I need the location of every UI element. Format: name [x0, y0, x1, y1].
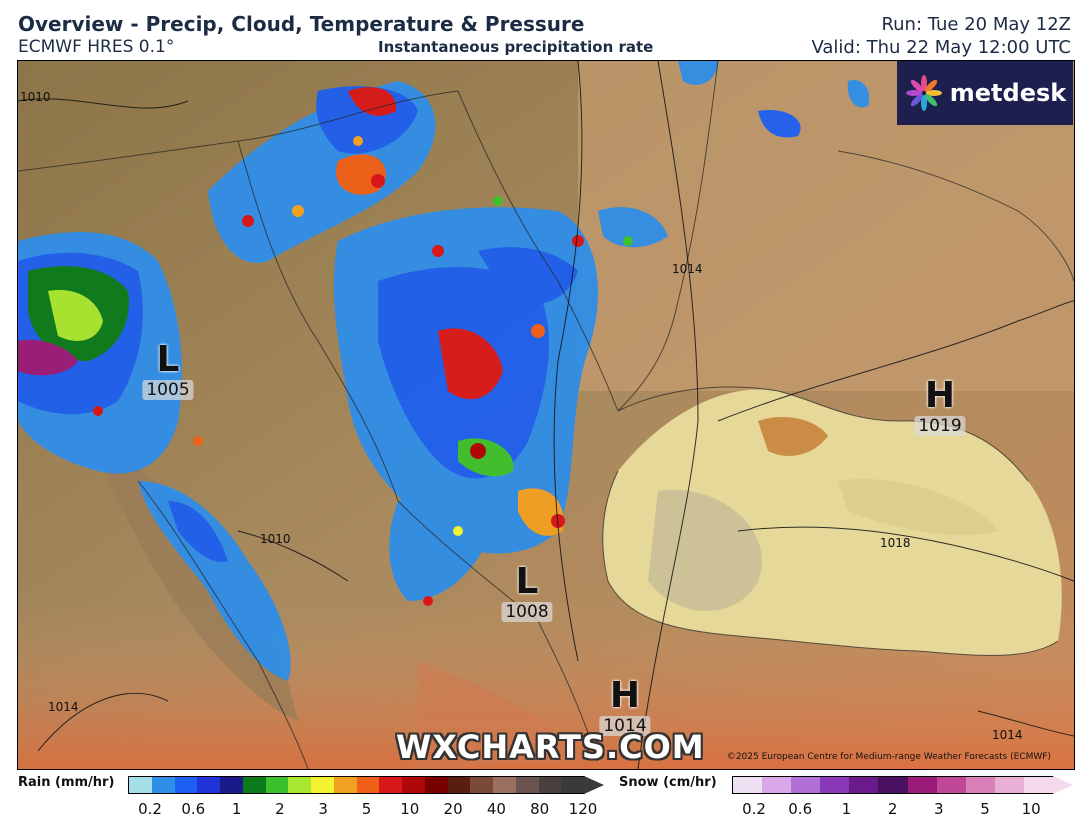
rain-legend-swatch [356, 777, 380, 793]
isobar-label: 1010 [260, 532, 291, 546]
rain-legend-tick-label: 5 [361, 800, 372, 818]
pressure-value: 1019 [914, 416, 966, 436]
rain-legend-swatch [470, 777, 493, 793]
model-name: ECMWF HRES 0.1° [18, 37, 175, 57]
rain-legend-swatch [288, 777, 311, 793]
rain-legend-label: Rain (mm/hr) [18, 775, 115, 790]
rain-legend-swatch [242, 777, 266, 793]
snow-legend-swatch [907, 777, 937, 793]
snow-legend-tick-label: 10 [1021, 800, 1041, 818]
isobar-label: 1010 [20, 90, 51, 104]
snow-colorbar-arrow [1053, 776, 1073, 794]
pressure-value: 1008 [501, 602, 553, 622]
metdesk-flower-icon [905, 75, 942, 111]
rain-legend-tick-label: 120 [568, 800, 598, 818]
rain-colorbar-arrow [584, 776, 604, 794]
rain-legend-swatch [151, 777, 175, 793]
rain-legend-swatch [129, 777, 152, 793]
snow-legend-swatch [849, 777, 879, 793]
rain-legend-swatch [197, 777, 220, 793]
isobar-label: 1014 [48, 700, 79, 714]
rain-legend-swatch [174, 777, 198, 793]
rain-legend-tick-label: 20 [443, 800, 463, 818]
pressure-value: 1014 [599, 716, 651, 736]
high-pressure-symbol: H [609, 675, 641, 716]
run-time: Run: Tue 20 May 12Z [881, 14, 1071, 35]
low-pressure-symbol: L [515, 561, 539, 602]
rain-legend-swatch [538, 777, 562, 793]
rain-legend-swatch [379, 777, 402, 793]
high-pressure-marker: H 1014 [599, 675, 651, 736]
rain-colorbar [128, 776, 585, 794]
rain-legend-swatch [424, 777, 448, 793]
rain-legend-swatch [333, 777, 357, 793]
low-pressure-symbol: L [156, 339, 180, 380]
rain-legend-tick-label: 40 [486, 800, 506, 818]
snow-legend-tick-label: 5 [980, 800, 990, 818]
forecast-map[interactable] [17, 60, 1075, 770]
rain-legend-swatch [493, 777, 516, 793]
rain-legend-swatch [561, 777, 584, 793]
snow-legend-label: Snow (cm/hr) [619, 775, 717, 790]
snow-legend-tick-label: 0.6 [788, 800, 813, 818]
rain-legend-swatch [265, 777, 289, 793]
snow-legend-tick-label: 1 [841, 800, 852, 818]
rain-legend-swatch [515, 777, 539, 793]
logo-text: metdesk [949, 79, 1067, 107]
watermark: WXCHARTS.COM [396, 728, 705, 766]
high-pressure-symbol: H [924, 375, 956, 416]
snow-legend-tick-label: 0.2 [742, 800, 766, 818]
rain-legend-tick-label: 1 [231, 800, 242, 818]
rain-legend-tick-label: 80 [530, 800, 550, 818]
snow-legend-swatch [936, 777, 966, 793]
snow-legend-swatch [994, 777, 1024, 793]
isobar-label: 1014 [992, 728, 1023, 742]
snow-legend-swatch [965, 777, 995, 793]
snow-legend-tick-label: 3 [934, 800, 944, 818]
valid-time: Valid: Thu 22 May 12:00 UTC [811, 37, 1071, 58]
snow-legend-swatch [733, 777, 763, 793]
snow-legend-swatch [791, 777, 821, 793]
snow-colorbar [732, 776, 1054, 794]
snow-legend-tick-label: 2 [887, 800, 898, 818]
rain-legend-tick-label: 0.2 [138, 800, 162, 818]
rain-legend-tick-label: 0.6 [181, 800, 206, 818]
rain-legend-swatch [447, 777, 471, 793]
rain-legend-tick-label: 3 [318, 800, 328, 818]
metdesk-logo[interactable]: metdesk [897, 61, 1073, 125]
low-pressure-marker: L 1008 [501, 561, 553, 622]
isobar-label: 1018 [880, 536, 911, 550]
rain-legend-tick-label: 2 [275, 800, 285, 818]
snow-legend-swatch [762, 777, 792, 793]
chart-title: Overview - Precip, Cloud, Temperature & … [18, 12, 585, 36]
convective-cells [93, 136, 633, 606]
isobar-label: 1014 [672, 262, 703, 276]
copyright-notice: ©2025 European Centre for Medium-range W… [726, 752, 1051, 762]
rain-legend-swatch [311, 777, 334, 793]
snow-legend-swatch [1023, 777, 1054, 793]
rain-legend-swatch [402, 777, 425, 793]
high-pressure-marker: H 1019 [914, 375, 966, 436]
rain-legend-swatch [220, 777, 243, 793]
low-pressure-marker: L 1005 [142, 339, 194, 400]
snow-legend-swatch [878, 777, 908, 793]
pressure-value: 1005 [142, 380, 194, 400]
field-name: Instantaneous precipitation rate [378, 38, 654, 56]
snow-legend-swatch [820, 777, 850, 793]
rain-legend-tick-label: 10 [400, 800, 420, 818]
